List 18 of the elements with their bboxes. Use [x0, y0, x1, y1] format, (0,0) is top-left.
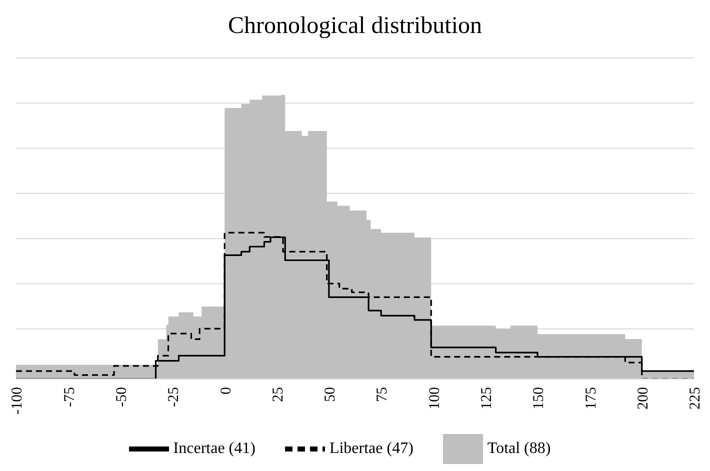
- x-tick-label: 75: [374, 387, 391, 402]
- x-tick-label: 150: [531, 387, 548, 410]
- legend-label: Incertae (41): [173, 440, 256, 457]
- x-tick-label: -100: [10, 387, 26, 414]
- x-tick-label: -50: [114, 387, 130, 407]
- x-tick-label: -25: [166, 387, 182, 407]
- x-tick-label: 0: [218, 387, 234, 394]
- legend-label: Total (88): [487, 440, 551, 457]
- x-tick-label: -75: [62, 387, 78, 407]
- x-tick-label: 25: [270, 387, 286, 402]
- x-tick-label: 200: [635, 387, 652, 410]
- x-tick-label: 225: [688, 387, 704, 410]
- legend-label: Libertae (47): [329, 440, 414, 457]
- chart-title: Chronological distribution: [227, 12, 483, 41]
- x-tick-label: 50: [322, 387, 339, 402]
- x-tick-label: 175: [583, 387, 600, 410]
- x-tick-label: 100: [426, 387, 443, 410]
- x-tick-label: 125: [479, 387, 496, 410]
